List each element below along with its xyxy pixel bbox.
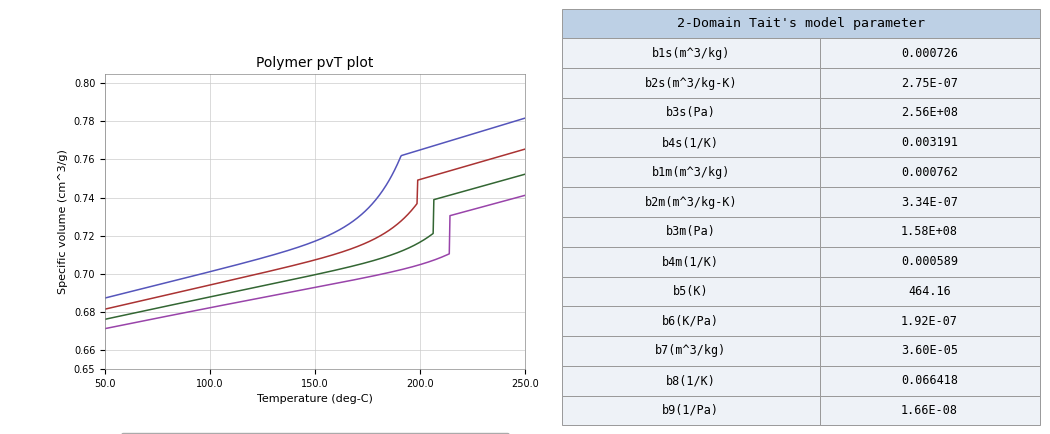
- 120.00 MPa: [346, 278, 359, 283]
- Bar: [562, 247, 820, 276]
- Text: b2m(m^3/kg-K): b2m(m^3/kg-K): [645, 196, 737, 209]
- 40.00 MPa: [379, 230, 392, 235]
- Bar: [562, 39, 820, 68]
- Text: b1s(m^3/kg): b1s(m^3/kg): [652, 47, 730, 60]
- 40.00 MPa: [519, 147, 531, 152]
- Text: b8(1/K): b8(1/K): [666, 374, 716, 387]
- Text: 464.16: 464.16: [908, 285, 951, 298]
- 80.00 MPa: [519, 171, 531, 177]
- Bar: [562, 395, 820, 425]
- 120.00 MPa: [173, 311, 186, 316]
- Bar: [820, 187, 1040, 217]
- Text: 0.003191: 0.003191: [901, 136, 958, 149]
- Bar: [562, 187, 820, 217]
- 40.00 MPa: [289, 263, 301, 268]
- Line: 40.00 MPa: 40.00 MPa: [105, 149, 525, 309]
- 0.00 MPa: [289, 246, 301, 251]
- Bar: [562, 128, 820, 158]
- 0.00 MPa: [99, 296, 111, 301]
- 120.00 MPa: [99, 326, 111, 331]
- Bar: [820, 158, 1040, 187]
- Text: b7(m^3/kg): b7(m^3/kg): [655, 345, 727, 358]
- Bar: [562, 306, 820, 336]
- Text: 2-Domain Tait's model parameter: 2-Domain Tait's model parameter: [676, 17, 925, 30]
- Legend: 0.00 MPa, 40.00 MPa, 80.00 MPa, 120.00 MPa: 0.00 MPa, 40.00 MPa, 80.00 MPa, 120.00 M…: [121, 433, 509, 434]
- 0.00 MPa: [207, 268, 219, 273]
- 0.00 MPa: [346, 219, 359, 224]
- Text: 2.56E+08: 2.56E+08: [901, 106, 958, 119]
- 80.00 MPa: [173, 301, 186, 306]
- Bar: [562, 158, 820, 187]
- 40.00 MPa: [99, 306, 111, 312]
- X-axis label: Temperature (deg-C): Temperature (deg-C): [257, 394, 373, 404]
- 80.00 MPa: [415, 239, 427, 244]
- 0.00 MPa: [415, 147, 427, 152]
- 80.00 MPa: [379, 254, 392, 260]
- Line: 0.00 MPa: 0.00 MPa: [105, 118, 525, 298]
- Text: 0.066418: 0.066418: [901, 374, 958, 387]
- Text: 0.000762: 0.000762: [901, 166, 958, 179]
- Text: 2.75E-07: 2.75E-07: [901, 76, 958, 89]
- Bar: [820, 98, 1040, 128]
- Text: b2s(m^3/kg-K): b2s(m^3/kg-K): [645, 76, 737, 89]
- 40.00 MPa: [415, 177, 427, 182]
- Bar: [820, 39, 1040, 68]
- 0.00 MPa: [379, 184, 392, 189]
- Bar: [562, 9, 1040, 39]
- 80.00 MPa: [99, 317, 111, 322]
- 40.00 MPa: [173, 289, 186, 295]
- 120.00 MPa: [379, 271, 392, 276]
- Text: b3s(Pa): b3s(Pa): [666, 106, 716, 119]
- Bar: [820, 336, 1040, 366]
- Bar: [562, 366, 820, 395]
- Bar: [820, 366, 1040, 395]
- Text: b6(K/Pa): b6(K/Pa): [663, 315, 719, 328]
- Title: Polymer pvT plot: Polymer pvT plot: [256, 56, 374, 70]
- Bar: [820, 217, 1040, 247]
- Text: 3.60E-05: 3.60E-05: [901, 345, 958, 358]
- Text: b4m(1/K): b4m(1/K): [663, 255, 719, 268]
- 120.00 MPa: [415, 262, 427, 267]
- 80.00 MPa: [289, 276, 301, 282]
- Bar: [820, 276, 1040, 306]
- Text: b1m(m^3/kg): b1m(m^3/kg): [652, 166, 730, 179]
- Y-axis label: Specific volume (cm^3/g): Specific volume (cm^3/g): [58, 149, 68, 294]
- Text: b5(K): b5(K): [673, 285, 709, 298]
- 40.00 MPa: [346, 246, 359, 251]
- Bar: [562, 276, 820, 306]
- Bar: [820, 128, 1040, 158]
- Text: b3m(Pa): b3m(Pa): [666, 225, 716, 238]
- 40.00 MPa: [207, 282, 219, 287]
- Text: 0.000589: 0.000589: [901, 255, 958, 268]
- 0.00 MPa: [173, 277, 186, 282]
- Bar: [562, 336, 820, 366]
- 0.00 MPa: [519, 115, 531, 121]
- Line: 80.00 MPa: 80.00 MPa: [105, 174, 525, 319]
- Bar: [820, 306, 1040, 336]
- 120.00 MPa: [519, 193, 531, 198]
- Text: 3.34E-07: 3.34E-07: [901, 196, 958, 209]
- Text: b4s(1/K): b4s(1/K): [663, 136, 719, 149]
- Line: 120.00 MPa: 120.00 MPa: [105, 195, 525, 329]
- 80.00 MPa: [346, 263, 359, 269]
- Text: b9(1/Pa): b9(1/Pa): [663, 404, 719, 417]
- Bar: [562, 98, 820, 128]
- 120.00 MPa: [289, 289, 301, 294]
- Bar: [562, 68, 820, 98]
- Text: 1.92E-07: 1.92E-07: [901, 315, 958, 328]
- Text: 1.66E-08: 1.66E-08: [901, 404, 958, 417]
- Text: 0.000726: 0.000726: [901, 47, 958, 60]
- Bar: [820, 68, 1040, 98]
- Bar: [820, 247, 1040, 276]
- Bar: [820, 395, 1040, 425]
- 80.00 MPa: [207, 294, 219, 299]
- Text: 1.58E+08: 1.58E+08: [901, 225, 958, 238]
- Bar: [562, 217, 820, 247]
- 120.00 MPa: [207, 305, 219, 310]
